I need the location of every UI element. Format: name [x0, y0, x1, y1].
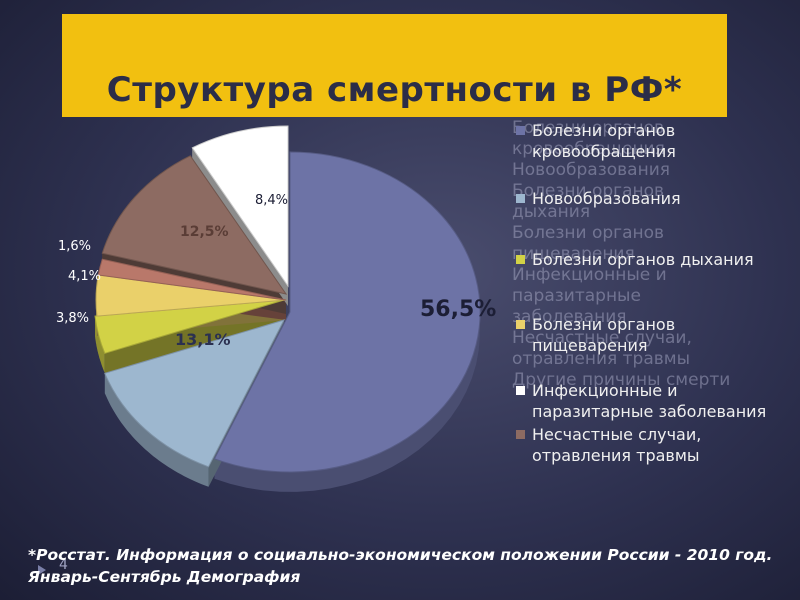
pie-slice-side — [104, 373, 209, 487]
legend-label: Болезни органов кровообращения — [532, 121, 676, 161]
legend-label: Несчастные случаи, отравления травмы — [532, 425, 702, 465]
legend-swatch — [516, 126, 525, 135]
ghost-legend-item: Инфекционные и паразитарные заболевания — [512, 265, 667, 327]
pie-slice — [97, 258, 287, 301]
ghost-legend: Болезни органов кровообращения Новообраз… — [512, 118, 742, 391]
legend-swatch — [516, 320, 525, 329]
slide-title: Структура смертности в РФ* — [106, 70, 683, 110]
legend-label: Болезни органов дыхания — [532, 250, 754, 269]
legend-swatch — [516, 194, 525, 203]
legend-label: Инфекционные и паразитарные заболевания — [532, 381, 767, 421]
pie-data-label: 3,8% — [56, 311, 89, 326]
ghost-legend-item: Болезни органов кровообращения — [512, 118, 665, 159]
legend-item: Болезни органов дыхания — [512, 249, 792, 270]
pie-data-label: 56,5% — [420, 297, 496, 322]
pie-slice — [94, 299, 285, 354]
chart-legend: Болезни органов кровообращения Новообраз… — [512, 118, 792, 468]
legend-item: Несчастные случаи, отравления травмы — [512, 424, 792, 466]
pie-slice-side — [95, 316, 105, 374]
pie-data-label: 1,6% — [58, 239, 91, 254]
legend-item: Болезни органов пищеварения — [512, 314, 792, 356]
ghost-legend-item: Другие причины смерти — [512, 370, 731, 390]
legend-swatch — [516, 255, 525, 264]
legend-label: Новообразования — [532, 189, 681, 208]
pie-slice — [104, 319, 285, 468]
ghost-legend-item: Болезни органов пищеварения — [512, 223, 665, 264]
legend-item: Инфекционные и паразитарные заболевания — [512, 380, 792, 422]
title-banner — [62, 14, 727, 117]
play-icon — [38, 565, 46, 575]
pie-slice — [101, 155, 288, 295]
ghost-legend-item: Новообразования — [512, 160, 670, 180]
pie-data-label: 13,1% — [175, 330, 231, 349]
pie-data-label: 12,5% — [180, 224, 229, 240]
legend-item: Новообразования — [512, 188, 792, 209]
ghost-legend-item: Болезни органов дыхания — [512, 181, 665, 222]
legend-swatch — [516, 386, 525, 395]
source-footnote: *Росстат. Информация о социально-экономи… — [28, 546, 773, 586]
pie-slice — [191, 125, 289, 288]
pie-slice — [213, 151, 481, 473]
legend-label: Болезни органов пищеварения — [532, 315, 676, 355]
pie-data-label: 8,4% — [255, 193, 288, 208]
legend-item: Болезни органов кровообращения — [512, 120, 792, 162]
ghost-legend-item: Несчастные случаи, отравления травмы — [512, 328, 692, 369]
page-number: 4 — [59, 557, 68, 573]
pie-data-label: 4,1% — [68, 269, 101, 284]
legend-swatch — [516, 430, 525, 439]
